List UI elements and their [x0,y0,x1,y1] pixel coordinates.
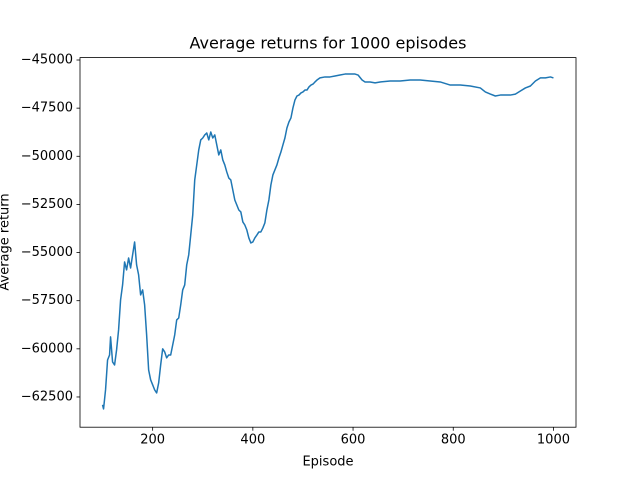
y-tick-label: −52500 [21,197,73,212]
line [101,73,554,410]
y-tick-label: −50000 [21,149,73,164]
y-tick-label: −62500 [21,389,73,404]
x-tick-label: 800 [441,433,466,448]
x-tick-label: 1000 [537,433,570,448]
y-tick-label: −55000 [21,245,73,260]
y-tick-label: −60000 [21,341,73,356]
x-axis-label: Episode [302,455,353,470]
plot-frame [79,57,577,428]
y-tick-label: −57500 [21,293,73,308]
chart-title: Average returns for 1000 episodes [190,34,467,53]
x-tick-label: 600 [341,433,366,448]
y-axis-label: Average return [0,193,13,290]
y-tick-label: −45000 [21,53,73,68]
x-tick-label: 400 [240,433,265,448]
y-tick-label: −47500 [21,101,73,116]
x-tick-label: 200 [140,433,165,448]
